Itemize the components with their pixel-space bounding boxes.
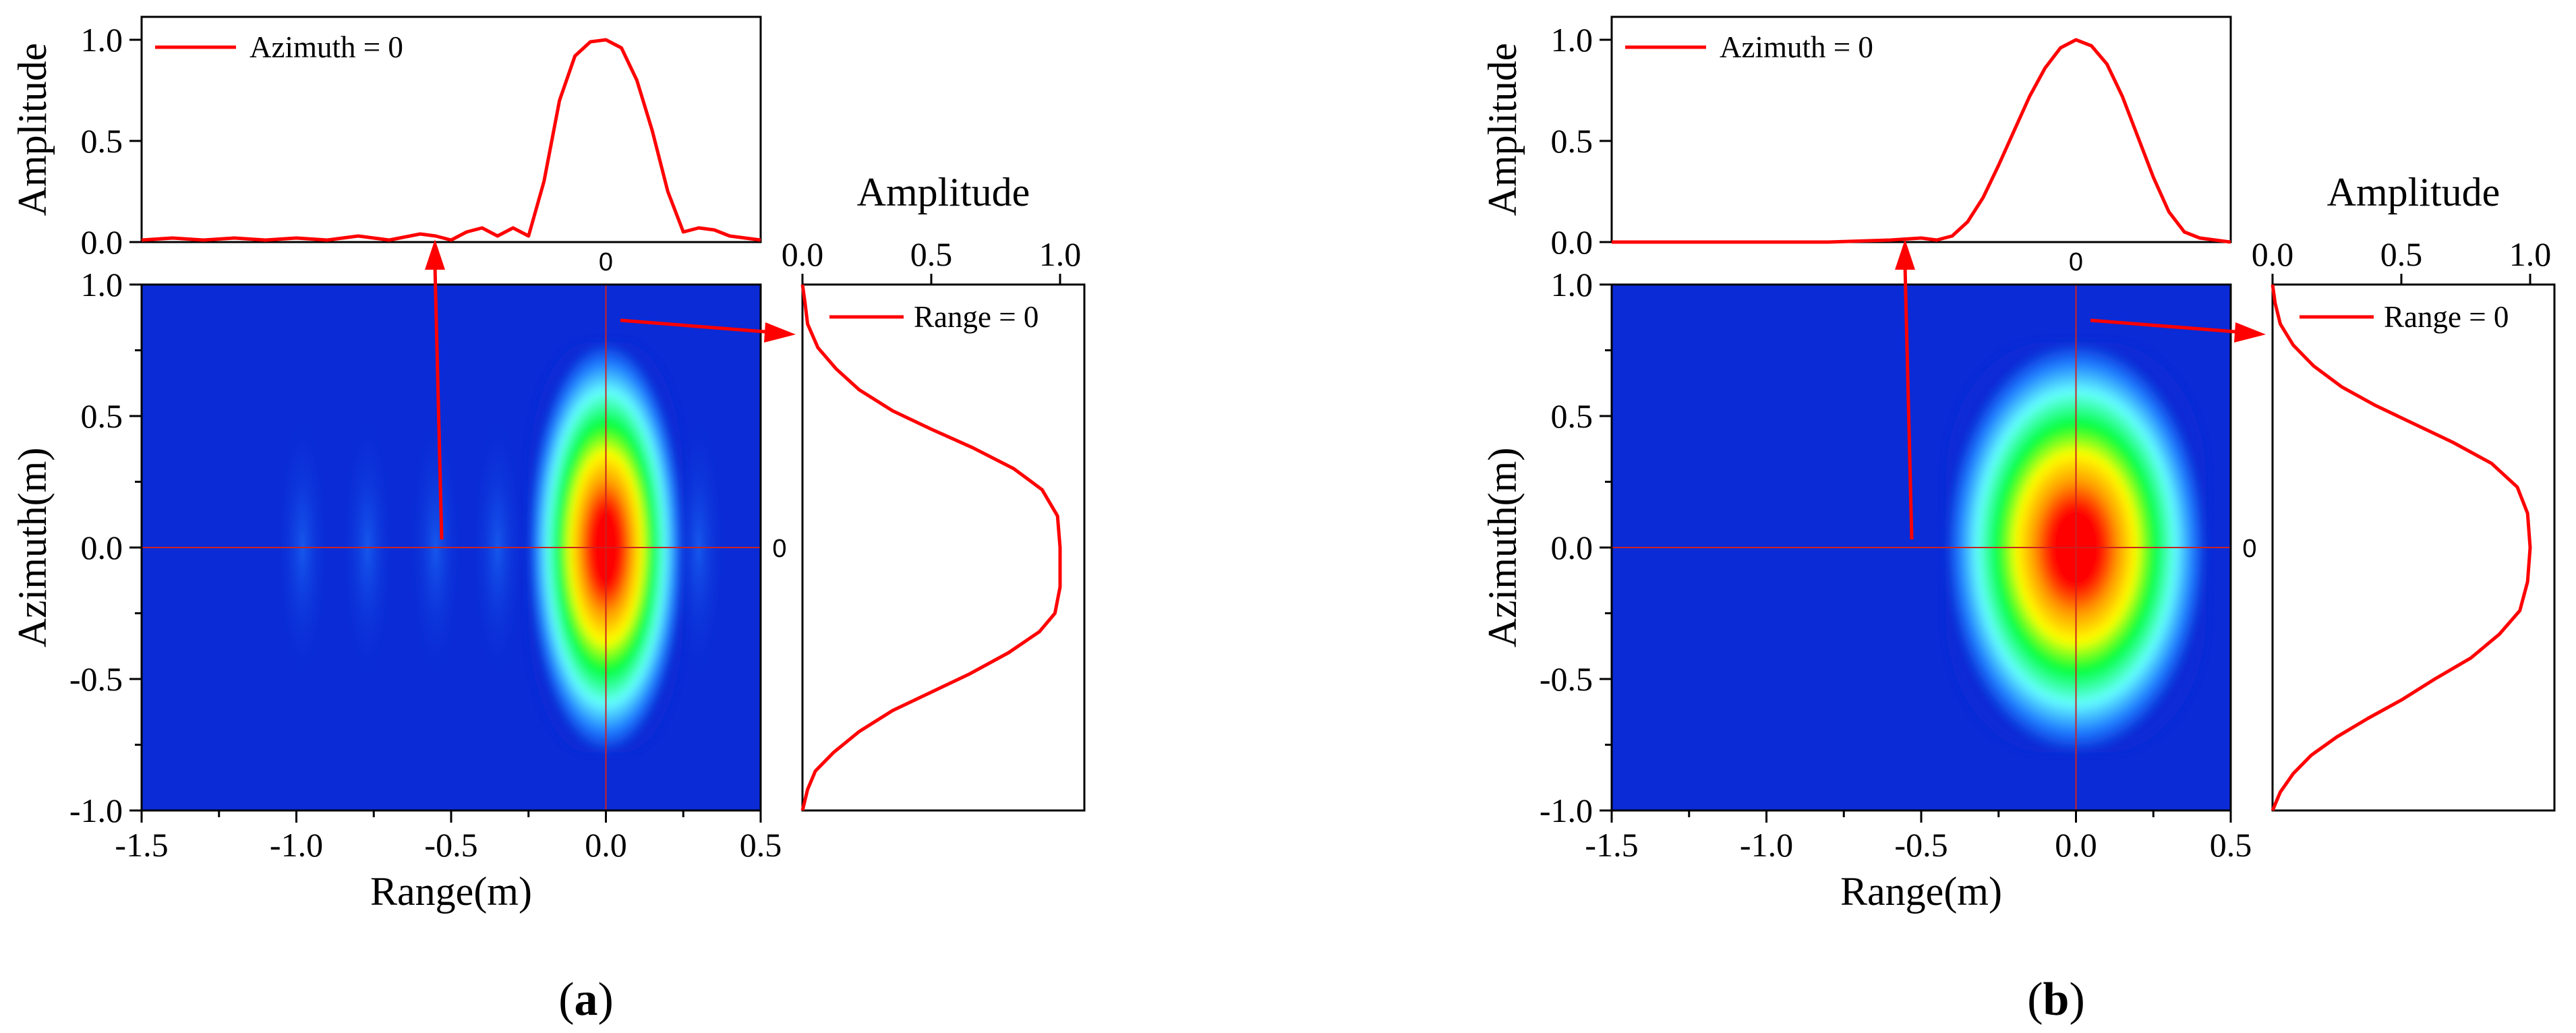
x-tick-label: -1.5 (115, 826, 168, 864)
y-axis-title: Azimuth(m) (10, 448, 55, 648)
top-y-axis-title: Amplitude (1480, 43, 1525, 216)
side-zero-mark: 0 (2242, 535, 2256, 563)
arrow-to-azimuth-profile (1903, 266, 1914, 540)
y-tick-label: -0.5 (1540, 660, 1593, 698)
x-tick-label: 0.0 (2055, 826, 2097, 864)
x-tick-label: -1.0 (270, 826, 323, 864)
amp-x-tick-label: 0.0 (2252, 235, 2294, 273)
range-profile-line (800, 284, 1062, 811)
range-profile-frame (2271, 283, 2556, 812)
panel-b: -1.5 -1.0 -0.5 0.0 0.5-1.0-0.50.00.51.0Range… (1480, 16, 2556, 1026)
y-tick-label: 0.5 (1551, 397, 1593, 435)
arrow-to-azimuth-profile (433, 266, 444, 540)
range-profile-line (2271, 284, 2532, 811)
y-tick-label: 0.0 (1551, 529, 1593, 566)
arrow-head-right (2234, 322, 2266, 343)
amp-y-tick-label: 0.5 (81, 122, 123, 160)
amp-y-tick-label: 0.0 (1551, 223, 1593, 261)
top-y-axis-title: Amplitude (10, 43, 55, 216)
arrow-head-up (425, 239, 445, 270)
panel-caption-letter: a (575, 974, 598, 1026)
x-tick-label: 0.5 (2210, 826, 2252, 864)
amp-x-tick-label: 0.5 (2380, 235, 2423, 273)
y-tick-label: -0.5 (69, 660, 123, 698)
arrow-head-up (1895, 239, 1915, 270)
x-tick-label: 0.5 (740, 826, 782, 864)
x-axis-title: Range(m) (370, 869, 532, 914)
x-tick-label: -1.0 (1740, 826, 1793, 864)
amp-x-tick-label: 0.5 (910, 235, 953, 273)
amp-y-tick-label: 1.0 (1551, 21, 1593, 59)
x-axis-title: Range(m) (1840, 869, 2002, 914)
panel-caption: (b) (2027, 974, 2085, 1026)
panel-caption-letter: b (2043, 974, 2070, 1026)
azimuth-profile-frame (1610, 16, 2232, 243)
arrow-to-range-profile (2090, 318, 2236, 334)
y-tick-label: 0.5 (81, 397, 123, 435)
azimuth-profile: 0.0 0.5 1.0 Amplitude Azimuth = 0 (10, 16, 762, 261)
azimuth-profile: 0.0 0.5 1.0 Amplitude Azimuth = 0 (1480, 16, 2232, 261)
amp-y-tick-label: 1.0 (81, 21, 123, 59)
amp-y-tick-label: 0.0 (81, 223, 123, 261)
range-profile-frame (801, 283, 1086, 812)
y-tick-label: 1.0 (1551, 266, 1593, 303)
side-x-axis-title: Amplitude (857, 170, 1030, 214)
heatmap: -1.5 -1.0 -0.5 0.0 0.5-1.0-0.50.00.51.0Range… (1480, 266, 2252, 914)
x-tick-label: 0.0 (585, 826, 627, 864)
panel-caption: (a) (558, 974, 614, 1026)
y-tick-label: -1.0 (69, 792, 123, 829)
amp-x-tick-label: 1.0 (1039, 235, 1082, 273)
azimuth-profile-frame (140, 16, 762, 243)
top-zero-mark: 0 (599, 248, 613, 276)
side-x-axis-title: Amplitude (2327, 170, 2500, 214)
azimuth-profile-line (141, 38, 761, 242)
legend-label-range: Range = 0 (914, 300, 1038, 334)
amp-y-tick-label: 0.5 (1551, 122, 1593, 160)
legend-label-range: Range = 0 (2384, 300, 2509, 334)
y-tick-label: 1.0 (81, 266, 123, 303)
arrow-head-right (764, 322, 796, 343)
x-tick-label: -1.5 (1585, 826, 1638, 864)
annotation-arrows (425, 239, 796, 540)
x-tick-label: -0.5 (1894, 826, 1948, 864)
arrow-to-range-profile (620, 318, 766, 334)
legend-label-azimuth: Azimuth = 0 (250, 30, 403, 64)
amp-x-tick-label: 0.0 (782, 235, 824, 273)
annotation-arrows (1895, 239, 2266, 540)
y-axis-title: Azimuth(m) (1480, 448, 1525, 648)
y-tick-label: -1.0 (1540, 792, 1593, 829)
y-tick-label: 0.0 (81, 529, 123, 566)
amp-x-tick-label: 1.0 (2509, 235, 2552, 273)
side-zero-mark: 0 (772, 535, 786, 563)
panel-a: -1.5 -1.0 -0.5 0.0 0.5-1.0-0.50.00.51.0Range… (10, 16, 1086, 1026)
azimuth-profile-line (1612, 38, 2231, 244)
top-zero-mark: 0 (2069, 248, 2083, 276)
legend-label-azimuth: Azimuth = 0 (1720, 30, 1873, 64)
x-tick-label: -0.5 (424, 826, 477, 864)
heatmap: -1.5 -1.0 -0.5 0.0 0.5-1.0-0.50.00.51.0Range… (10, 266, 782, 914)
